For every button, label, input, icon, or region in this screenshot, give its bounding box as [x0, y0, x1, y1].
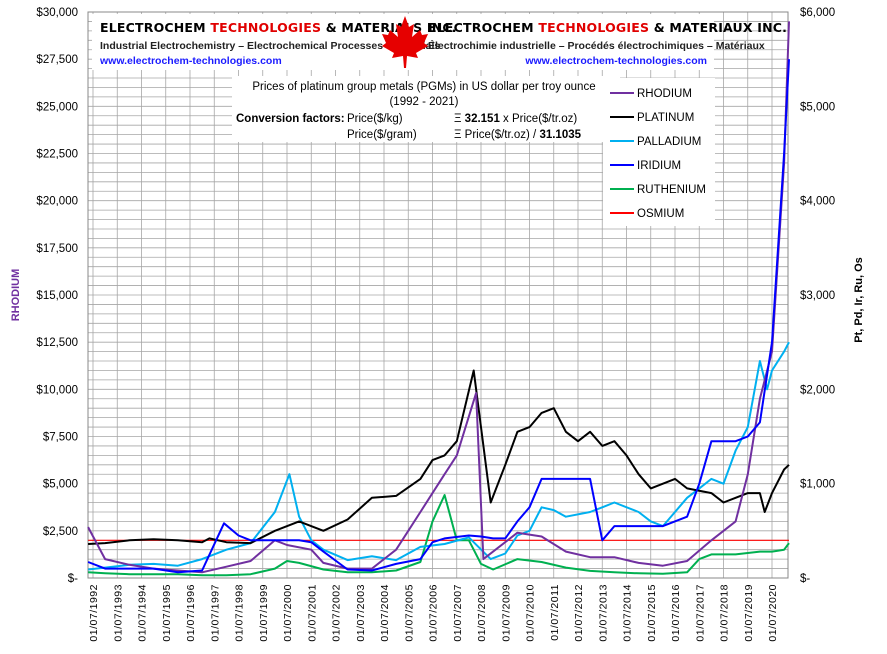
legend-label-ruthenium: RUTHENIUM [637, 184, 706, 196]
y-tick-label-left: $10,000 [36, 384, 78, 396]
x-tick-label: 01/07/2006 [428, 584, 440, 642]
x-tick-label: 01/07/2014 [622, 584, 634, 642]
y-tick-label-right: $1,000 [800, 479, 835, 491]
x-tick-label: 01/07/1996 [185, 584, 197, 642]
legend-label-iridium: IRIDIUM [637, 160, 681, 172]
x-tick-label: 01/07/1994 [137, 584, 149, 642]
chart-title-line1: Prices of platinum group metals (PGMs) i… [252, 81, 595, 93]
x-tick-label: 01/07/2012 [573, 584, 585, 642]
y-tick-label-left: $27,500 [36, 54, 78, 66]
x-tick-label: 01/07/2020 [767, 584, 779, 642]
x-tick-label: 01/07/2009 [500, 584, 512, 642]
conversion-label: Conversion factors: [236, 113, 345, 125]
x-tick-label: 01/07/2017 [694, 584, 706, 642]
y-tick-label-right: $2,000 [800, 384, 835, 396]
x-tick-label: 01/07/2018 [719, 584, 731, 642]
y-tick-label-left: $30,000 [36, 7, 78, 19]
y-tick-label-left: $15,000 [36, 290, 78, 302]
legend-label-platinum: PLATINUM [637, 112, 694, 124]
x-tick-label: 01/07/2016 [670, 584, 682, 642]
left-axis-ticks: $- $2,500 $5,000 $7,500 $10,000 $12,500 $15,00… [36, 7, 78, 585]
maple-leaf-icon [382, 16, 428, 68]
series-line-rhodium [87, 21, 790, 574]
company-name-fr: ELECTROCHEM TECHNOLOGIES & MATERIAUX INC… [428, 20, 787, 35]
x-tick-label: 01/07/2005 [403, 584, 415, 642]
conversion-kg-left: Price($/kg) [347, 113, 403, 125]
y-tick-label-left: $25,000 [36, 101, 78, 113]
series-line-iridium [87, 59, 790, 574]
chart-title-line2: (1992 - 2021) [389, 96, 458, 108]
right-axis-title: Pt, Pd, Ir, Ru, Os [853, 257, 865, 343]
x-tick-label: 01/07/2002 [331, 584, 343, 642]
x-tick-label: 01/07/2008 [476, 584, 488, 642]
legend [603, 78, 715, 226]
y-tick-label-right: $6,000 [800, 7, 835, 19]
x-tick-label: 01/07/1998 [234, 584, 246, 642]
x-tick-label: 01/07/2015 [646, 584, 658, 642]
x-axis-ticks: 01/07/1992 01/07/1993 01/07/1994 01/07/1995… [88, 584, 779, 642]
legend-items: RHODIUM PLATINUM PALLADIUM IRIDIUM RUTHENIUM… [610, 88, 706, 220]
plot-area-border [87, 11, 789, 579]
y-tick-label-left: $5,000 [43, 479, 78, 491]
x-tick-label: 01/07/1995 [161, 584, 173, 642]
x-tick-label: 01/07/2001 [306, 584, 318, 642]
x-tick-label: 01/07/1999 [258, 584, 270, 642]
series-line-palladium [87, 341, 790, 571]
series-lines [87, 21, 790, 577]
y-tick-label-right: $3,000 [800, 290, 835, 302]
x-tick-label: 01/07/2007 [452, 584, 464, 642]
legend-label-rhodium: RHODIUM [637, 88, 692, 100]
info-box [232, 76, 620, 142]
y-tick-label-left: $17,500 [36, 243, 78, 255]
y-tick-label-right: $4,000 [800, 196, 835, 208]
y-tick-label-left: $12,500 [36, 337, 78, 349]
x-tick-label: 01/07/2004 [379, 584, 391, 642]
series-line-ruthenium [88, 494, 790, 577]
right-axis-ticks: $- $1,000 $2,000 $3,000 $4,000 $5,000 $6,000 [800, 7, 835, 585]
x-tick-label: 01/07/2011 [549, 584, 561, 641]
legend-label-osmium: OSMIUM [637, 208, 684, 220]
y-tick-label-left: $2,500 [43, 526, 78, 538]
company-name-en: ELECTROCHEM TECHNOLOGIES & MATERIALS INC… [100, 20, 457, 35]
x-tick-label: 01/07/2010 [525, 584, 537, 642]
x-tick-label: 01/07/1997 [209, 584, 221, 642]
legend-label-palladium: PALLADIUM [637, 136, 701, 148]
url-en[interactable]: www.electrochem-technologies.com [99, 55, 282, 67]
x-tick-label: 01/07/2013 [597, 584, 609, 642]
conversion-gram-left: Price($/gram) [347, 129, 417, 141]
y-tick-label-left: $- [68, 573, 78, 585]
conversion-kg-right: Ξ 32.151 x Price($/tr.oz) [454, 113, 577, 125]
tagline-en: Industrial Electrochemistry – Electroche… [100, 40, 440, 52]
x-tick-label: 01/07/2000 [282, 584, 294, 642]
y-tick-label-left: $7,500 [43, 432, 78, 444]
url-fr[interactable]: www.electrochem-technologies.com [524, 55, 707, 67]
x-tick-label: 01/07/1992 [88, 584, 100, 642]
y-tick-label-right: $- [800, 573, 810, 585]
x-tick-label: 01/07/1993 [112, 584, 124, 642]
x-tick-label: 01/07/2019 [743, 584, 755, 642]
conversion-gram-right: Ξ Price($/tr.oz) / 31.1035 [454, 129, 582, 141]
tagline-fr: Électrochimie industrielle – Procédés él… [428, 39, 765, 52]
y-tick-label-left: $22,500 [36, 149, 78, 161]
y-tick-label-left: $20,000 [36, 196, 78, 208]
series-line-platinum [88, 369, 790, 545]
y-tick-label-right: $5,000 [800, 101, 835, 113]
left-axis-title: RHODIUM [10, 269, 22, 322]
x-tick-label: 01/07/2003 [355, 584, 367, 642]
